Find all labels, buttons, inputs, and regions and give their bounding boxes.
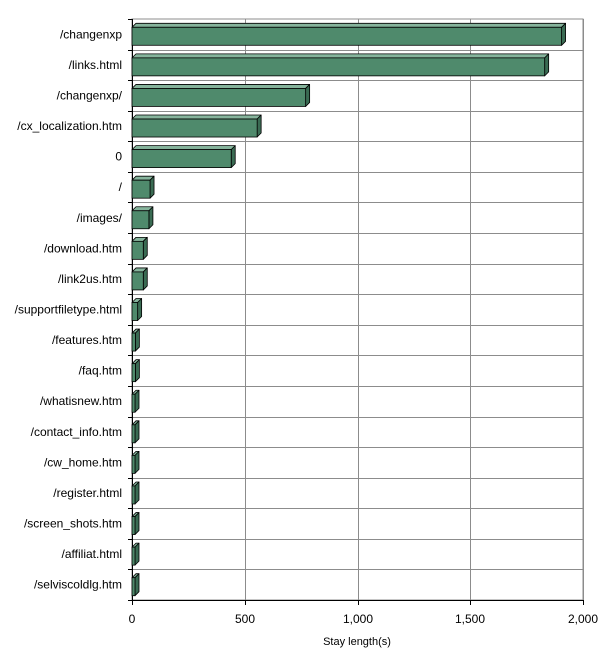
bar-side-face <box>134 420 140 444</box>
category-labels: /changenxp/links.html/changenxp/ /cx_loca… <box>15 27 123 591</box>
category-label: /cx_localization.htm <box>17 119 122 133</box>
category-label: /faq.htm <box>79 364 122 378</box>
bar <box>131 22 566 46</box>
bar-side-face <box>148 206 154 230</box>
bar <box>131 298 143 321</box>
bar-front-face <box>131 118 258 138</box>
x-tick-labels: 0 500 1,000 1,500 2,000 <box>129 612 599 626</box>
bar-side-face <box>142 236 148 260</box>
category-label: /links.html <box>69 58 122 72</box>
bar-front-face <box>131 210 150 230</box>
bar-front-face <box>131 57 546 77</box>
bar <box>131 84 311 107</box>
bar-front-face <box>131 240 144 260</box>
bar-side-face <box>305 84 311 107</box>
category-label: /features.htm <box>52 333 122 347</box>
bar <box>131 420 140 444</box>
bar <box>131 359 140 383</box>
bar-front-face <box>131 332 136 352</box>
x-tick-label: 1,000 <box>343 612 373 626</box>
bar-side-face <box>561 22 566 46</box>
category-label: /changenxp/ <box>57 88 123 102</box>
bar-front-face <box>131 485 136 505</box>
category-label: /screen_shots.htm <box>24 517 122 531</box>
bar-front-face <box>131 26 562 46</box>
bar <box>131 573 140 597</box>
category-label: /affiliat.html <box>62 547 122 561</box>
bar <box>131 175 155 199</box>
bar <box>131 450 140 474</box>
bar <box>131 236 148 260</box>
bar <box>131 145 236 169</box>
bar-side-face <box>137 298 143 321</box>
bar-side-face <box>134 481 140 505</box>
category-label: /images/ <box>77 211 123 225</box>
bar-side-face <box>134 542 140 566</box>
bar <box>131 481 140 505</box>
bar-front-face <box>131 516 136 535</box>
bar <box>131 267 148 291</box>
bar-top-face <box>131 53 550 59</box>
bar-front-face <box>131 454 136 474</box>
bar-front-face <box>131 577 136 597</box>
category-label: /changenxp <box>60 27 122 41</box>
bar-side-face <box>134 450 140 474</box>
bar-side-face <box>134 389 140 413</box>
bar <box>131 328 140 352</box>
bar-front-face <box>131 363 136 383</box>
x-axis-title: Stay length(s) <box>323 636 391 648</box>
bar-side-face <box>134 328 140 352</box>
bar-side-face <box>134 359 140 383</box>
bar-top-face <box>131 22 566 28</box>
axes <box>128 19 584 605</box>
bar-front-face <box>131 149 232 169</box>
bar-side-face <box>134 573 140 597</box>
bar-front-face <box>131 393 136 413</box>
x-tick-label: 500 <box>235 612 255 626</box>
bar-front-face <box>131 546 136 566</box>
bar-side-face <box>544 53 550 77</box>
category-label: /register.html <box>53 486 122 500</box>
category-label: /download.htm <box>44 241 122 255</box>
bar-top-face <box>131 145 236 151</box>
bar-front-face <box>131 179 151 199</box>
category-label: /cw_home.htm <box>44 455 122 469</box>
bar-top-face <box>131 114 262 120</box>
bar-side-face <box>149 175 155 199</box>
x-tick-label: 2,000 <box>568 612 598 626</box>
bar <box>131 114 262 138</box>
bar <box>131 53 550 77</box>
x-tick-label: 1,500 <box>455 612 485 626</box>
bar-side-face <box>134 512 140 535</box>
category-label: 0 <box>115 150 122 164</box>
category-label: /contact_info.htm <box>31 425 122 439</box>
x-tick-label: 0 <box>129 612 136 626</box>
category-label: /selviscoldlg.htm <box>34 578 122 592</box>
bar-front-face <box>131 424 136 444</box>
bars <box>131 22 566 597</box>
bar-side-face <box>142 267 148 291</box>
bar-side-face <box>256 114 262 138</box>
bar-side-face <box>230 145 236 169</box>
category-label: /link2us.htm <box>58 272 122 286</box>
bar-front-face <box>131 88 307 107</box>
bar <box>131 206 154 230</box>
category-label: /supportfiletype.html <box>15 303 122 317</box>
bar-front-face <box>131 271 144 291</box>
category-label: / <box>119 180 123 194</box>
bar-front-face <box>131 302 139 321</box>
bar <box>131 542 140 566</box>
bar-top-face <box>131 84 311 89</box>
bar <box>131 389 140 413</box>
grid-lines <box>131 18 584 601</box>
category-label: /whatisnew.htm <box>40 394 122 408</box>
bar <box>131 512 140 535</box>
